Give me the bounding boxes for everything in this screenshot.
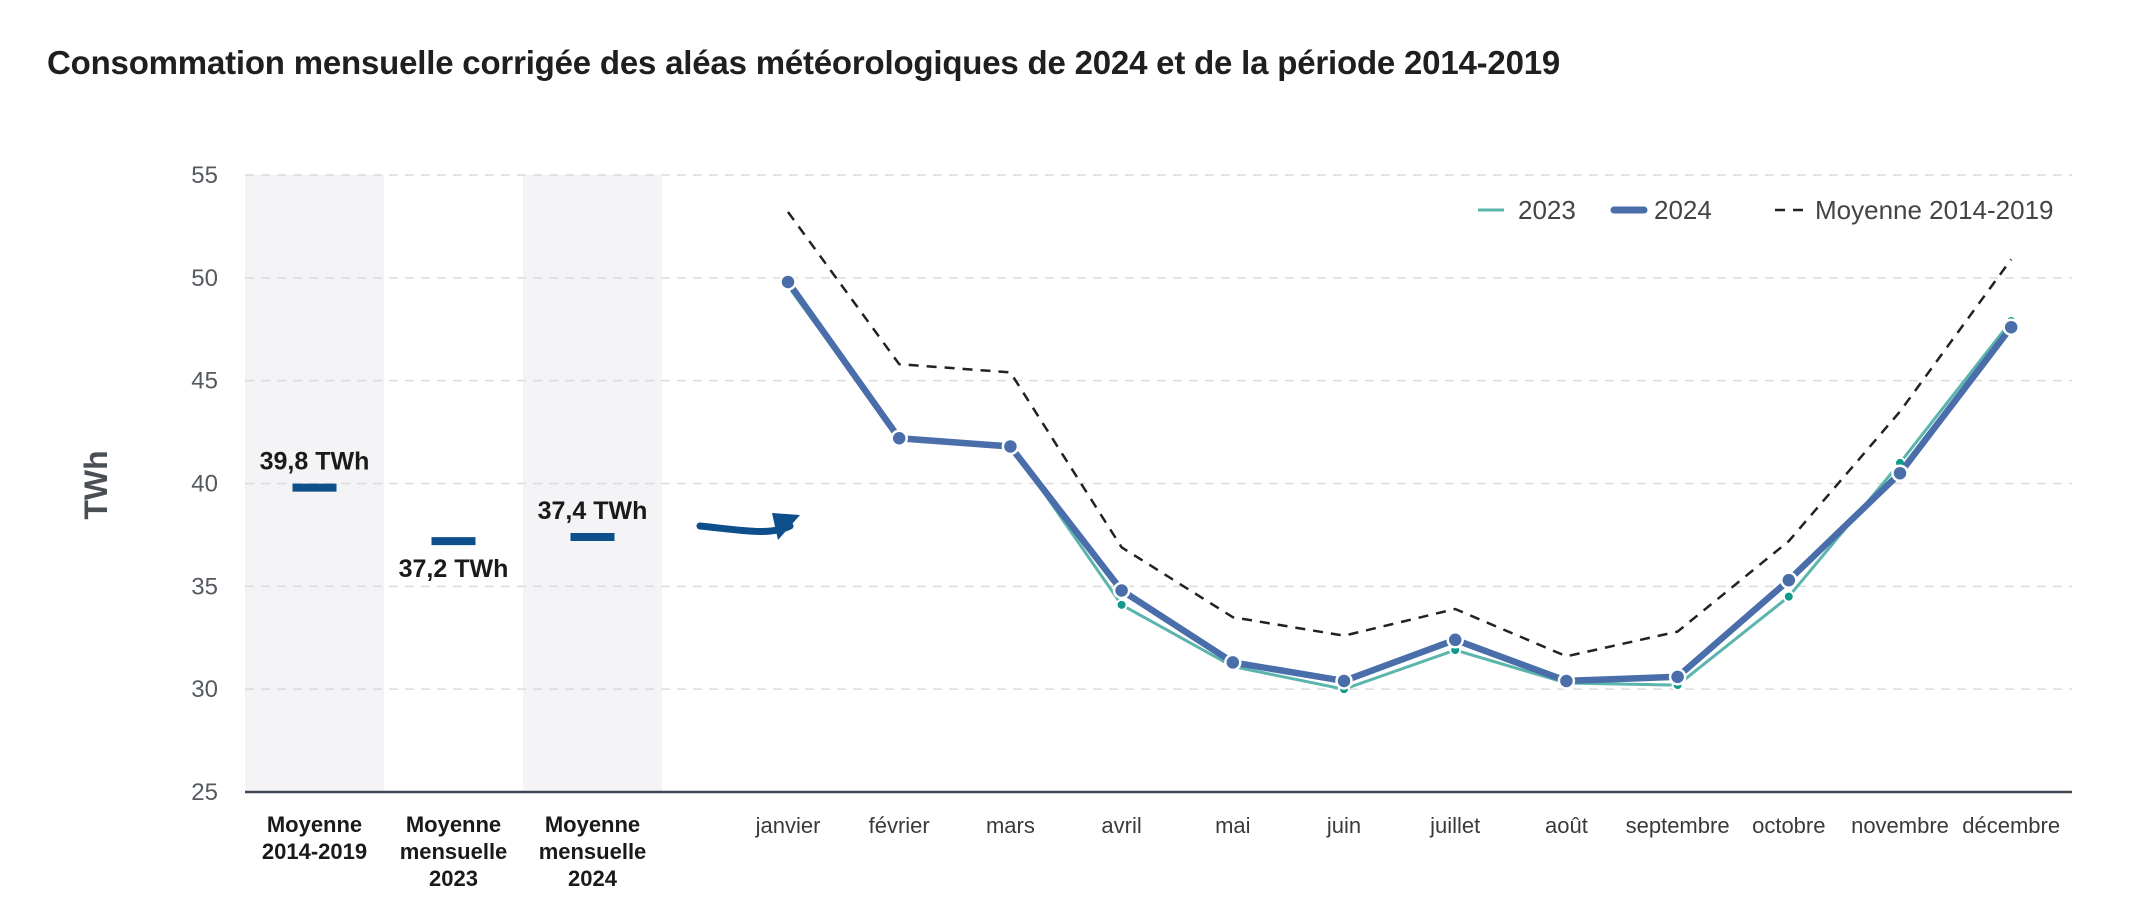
y-axis-ticks: 25 30 35 40 45 50 55 — [191, 162, 218, 806]
y-axis-label: TWh — [78, 450, 114, 519]
gridlines — [245, 174, 2072, 690]
point-2024 — [1557, 672, 1576, 690]
legend-label: 2023 — [1518, 195, 1576, 225]
y-tick-label: 45 — [191, 368, 218, 395]
legend-label: Moyenne 2014-2019 — [1815, 195, 2054, 225]
point-2024 — [1112, 581, 1131, 600]
summary-category-label: Moyenne — [406, 812, 501, 837]
legend: 2023 2024 Moyenne 2014-2019 — [1478, 195, 2054, 225]
y-tick-label: 50 — [191, 265, 218, 292]
point-2024 — [1001, 437, 1020, 456]
y-tick-label: 55 — [191, 162, 218, 189]
point-2024 — [890, 429, 908, 448]
chart-title: Consommation mensuelle corrigée des aléa… — [47, 44, 1561, 81]
x-tick-label: août — [1545, 813, 1588, 838]
summary-category-label: 2023 — [429, 866, 478, 891]
point-2023 — [1115, 598, 1128, 611]
x-tick-label: janvier — [755, 813, 821, 838]
point-2023 — [1782, 590, 1795, 603]
summary-category-label: 2014-2019 — [262, 839, 367, 864]
point-2024 — [1224, 653, 1242, 672]
x-tick-label: juillet — [1429, 813, 1480, 838]
point-2024 — [1446, 631, 1464, 649]
series-line-2024 — [785, 280, 2014, 685]
y-tick-label: 30 — [191, 676, 218, 703]
series-2023 — [782, 280, 2018, 696]
series-line-2023 — [786, 285, 2013, 691]
legend-item: 2024 — [1610, 195, 1712, 225]
x-tick-label: mai — [1215, 813, 1250, 838]
arrow-head — [772, 513, 800, 540]
point-2024 — [1335, 672, 1353, 690]
summary-category-label: Moyenne — [267, 812, 362, 837]
series-moyenne-2014-2019 — [786, 211, 2013, 658]
x-tick-label: avril — [1101, 813, 1141, 838]
x-tick-label: novembre — [1851, 813, 1949, 838]
y-tick-label: 40 — [191, 471, 218, 498]
summary-category-label: Moyenne — [545, 812, 640, 837]
point-2024 — [1780, 571, 1798, 589]
point-2024 — [1891, 464, 1909, 482]
point-2024 — [779, 273, 797, 291]
summary-category-label: mensuelle — [400, 839, 508, 864]
summary-value-label: 39,8 TWh — [260, 448, 370, 476]
y-tick-label: 25 — [191, 779, 218, 806]
summary-value-label: 37,2 TWh — [399, 555, 509, 583]
series-line-moyenne — [786, 211, 2013, 658]
transition-arrow — [696, 513, 800, 540]
legend-label: 2024 — [1654, 195, 1712, 225]
x-tick-label: octobre — [1752, 813, 1825, 838]
series-2024 — [779, 273, 2020, 690]
point-2024 — [2002, 318, 2020, 336]
summary-band — [523, 175, 662, 792]
x-axis-ticks: janvier février mars avril mai juin juillet aoû… — [755, 813, 2061, 838]
point-2024 — [1668, 668, 1687, 686]
x-tick-label: mars — [986, 813, 1035, 838]
x-tick-label: février — [869, 813, 930, 838]
summary-value-label: 37,4 TWh — [538, 497, 648, 525]
x-tick-label: juin — [1326, 813, 1361, 838]
summary-category-label: 2024 — [568, 866, 618, 891]
series-lines — [779, 211, 2020, 696]
legend-item: Moyenne 2014-2019 — [1775, 195, 2054, 225]
legend-item: 2023 — [1478, 195, 1576, 225]
summary-category-label: mensuelle — [539, 839, 647, 864]
x-tick-label: septembre — [1626, 813, 1730, 838]
x-tick-label: décembre — [1962, 813, 2060, 838]
y-tick-label: 35 — [191, 573, 218, 600]
